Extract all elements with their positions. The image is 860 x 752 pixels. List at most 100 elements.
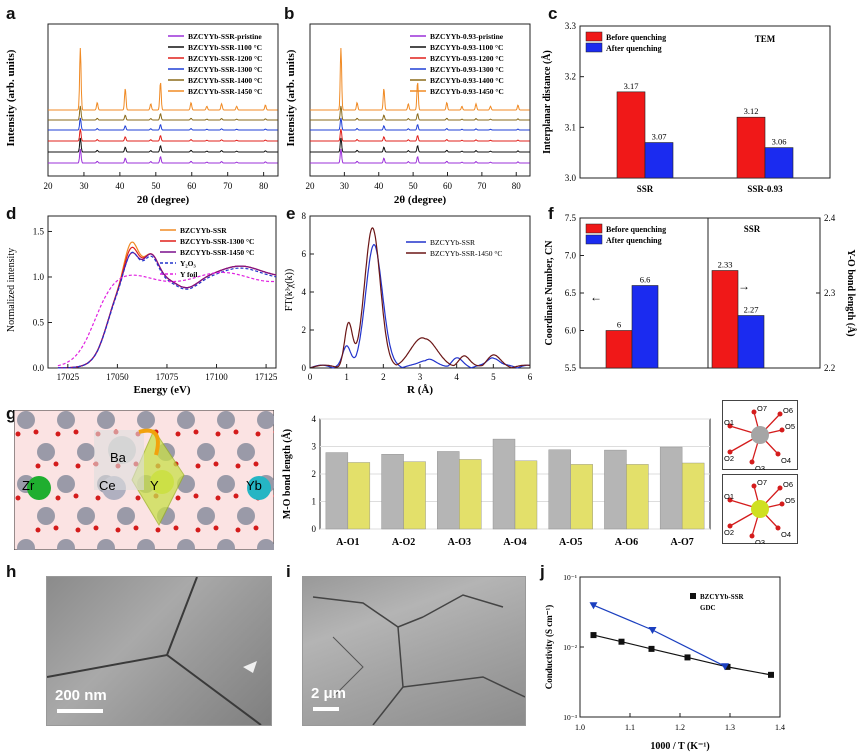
atom-label-zr: Zr [22,478,35,493]
panel-g-category-1: A-O2 [392,537,415,548]
inset-top-oxygen-0 [751,409,757,415]
panel-g-category-5: A-O6 [615,537,638,548]
inset-bot-label-2: O1 [724,492,734,501]
inset-top-label-1: O6 [783,406,793,415]
panel-c-legend-swatch-0 [585,31,603,42]
panel-g-bar-6-1 [681,462,705,530]
scale-bar-h [57,709,103,713]
panel-j-ytick-label-1: 10⁻² [563,643,577,652]
panel-b-legend-3: BZCYYb-0.93-1300 °C [430,65,504,74]
panel-d-legend-3: Y₂O₃ [180,259,196,268]
inset-bot-center [751,500,769,518]
panel-j-point-1-2 [721,663,729,671]
inset-top-oxygen-4 [727,449,733,455]
panel-f-bar-cn-0 [605,330,633,369]
panel-g-ylabel: M-O bond length (Å) [281,429,293,519]
panel-label-e: e [286,204,296,223]
panel-g-bar-3-1 [514,460,538,530]
oxygen-atom [175,431,181,437]
panel-d-xtick-label-3: 17100 [205,372,228,382]
inset-bot-oxygen-4 [727,523,733,529]
panel-b-trace-5 [310,47,530,111]
panel-g-bar-5-1 [626,464,649,530]
panel-b-trace-1 [310,137,530,153]
sem-micrograph: 2 μm [302,576,526,726]
panel-e-curve-1 [309,227,531,369]
panel-e-legend-0: BZCYYb-SSR [430,238,475,247]
inset-top-oxygen-1 [777,411,783,417]
oxygen-atom [195,527,201,533]
oxygen-atom [235,463,241,469]
scale-label-i: 2 μm [311,685,347,702]
lattice-atom [57,411,75,429]
panel-e-xtick-label-3: 3 [418,372,423,382]
oxygen-atom [73,493,79,499]
panel-e-frame [309,215,531,369]
panel-label-g: g [6,404,17,423]
inset-top-label-0: O7 [757,404,767,413]
oxygen-atom [55,495,61,501]
panel-a-trace-2 [48,128,278,142]
panel-f-ytick-label-4: 7.5 [565,213,577,223]
panel-b-legend-4: BZCYYb-0.93-1400 °C [430,76,504,85]
panel-e-xtick-label-6: 6 [528,372,533,382]
panel-b-xtick-label-5: 70 [477,181,487,191]
panel-b-xlabel: 2θ (degree) [394,194,447,206]
panel-g-bar-2-0 [437,451,460,530]
migration-arrow [138,428,160,456]
oxygen-atom [33,429,39,435]
panel-f-y2tick-label-1: 2.3 [824,288,836,298]
panel-c-bar-0-1 [644,142,674,179]
oxygen-atom [15,495,21,501]
oxygen-atom [135,495,141,501]
panel-j-point-0-2 [648,645,655,652]
panel-a-legend-5: BZCYYb-SSR-1450 °C [188,87,262,96]
oxygen-atom [15,431,21,437]
panel-g-bond-length-chart: M-O bond length (Å) 0 1 2 3 4 A-O1 A-O2 A-O3 A-O4… [281,414,711,548]
panel-j-xtick-label-3: 1.3 [725,723,735,732]
panel-g-ytick-label-3: 3 [312,442,317,452]
panel-j-ytick-label-2: 10⁻¹ [563,573,577,582]
oxygen-atom [193,493,199,499]
inset-top-label-5: O3 [755,464,765,470]
panel-e-ylabel: FT(k³χ(k)) [284,269,295,311]
panel-c-bar-0-0 [616,91,646,179]
atom-label-ba: Ba [110,450,127,465]
panel-c-bar-label-0-1: 3.07 [652,132,667,142]
inset-bot-label-0: O7 [757,478,767,487]
lattice-atom [117,507,135,525]
atom-label-yb: Yb [246,478,262,493]
panel-d-ytick-label-0: 0.0 [33,363,45,373]
panel-g-ytick-label-4: 4 [312,414,317,424]
atom-label-ce: Ce [99,478,116,493]
inset-ba-coordination: O7 O6 O1 O5 O2 O3 O4 [722,400,798,470]
panel-d-xtick-label-4: 17125 [255,372,278,382]
oxygen-atom [273,430,274,434]
panel-c-ytick-label-2: 3.2 [565,72,576,82]
lattice-atom [137,411,155,429]
panel-c-legend-swatch-1 [585,42,603,53]
panel-e-ytick-label-0: 0 [302,363,307,373]
panel-a-legend-1: BZCYYb-SSR-1100 °C [188,43,262,52]
panel-d-xanes-chart: Normalized intensity 17025 17050 17075 1710… [6,215,278,396]
oxygen-atom [95,495,101,501]
panel-g-category-0: A-O1 [336,537,359,548]
panel-a-legend-4: BZCYYb-SSR-1400 °C [188,76,262,85]
oxygen-atom [173,525,179,531]
panel-f-bar-label-yo-1: 2.27 [744,305,759,315]
panel-j-point-0-5 [768,671,774,678]
lattice-atom [257,539,274,550]
oxygen-atom [235,527,241,533]
panel-a-trace-4 [48,105,278,121]
oxygen-atom [115,527,121,533]
panel-f-legend-0: Before quenching [606,225,666,234]
panel-d-ylabel: Normalized intensity [6,248,17,332]
panel-b-trace-4 [310,105,530,121]
panel-j-xtick-label-2: 1.2 [675,723,685,732]
lattice-atom [197,443,215,461]
panel-c-category-0: SSR [637,184,654,194]
inset-bot-label-4: O2 [724,528,734,537]
panel-b-xtick-label-6: 80 [512,181,522,191]
panel-g-category-3: A-O4 [503,537,526,548]
panel-d-curve-0 [57,241,277,369]
